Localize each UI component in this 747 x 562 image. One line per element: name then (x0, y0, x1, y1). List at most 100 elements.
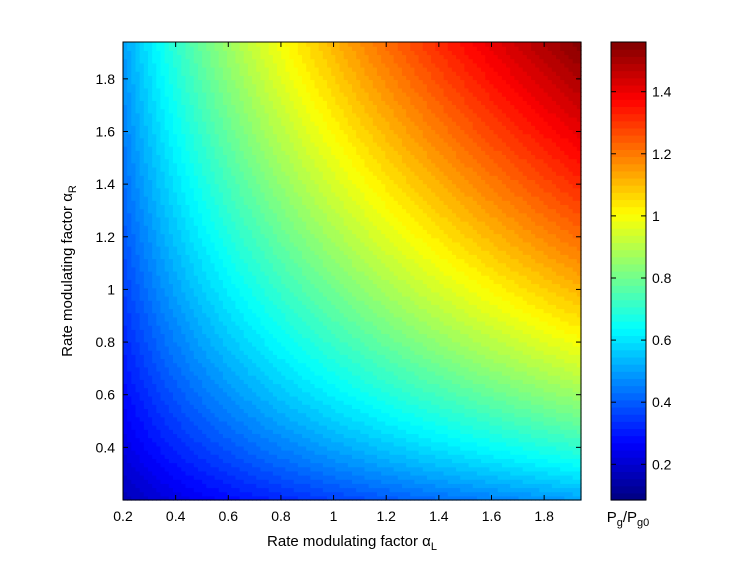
heatmap-cell (289, 121, 295, 126)
heatmap-cell (289, 445, 295, 451)
heatmap-cell (147, 320, 153, 326)
heatmap-cell (202, 416, 207, 422)
heatmap-cell (302, 129, 307, 135)
heatmap-cell (264, 62, 270, 68)
heatmap-cell (172, 379, 178, 385)
heatmap-cell (164, 441, 170, 447)
heatmap-cell (285, 283, 291, 289)
heatmap-cell (135, 212, 141, 218)
heatmap-cell (293, 179, 299, 185)
heatmap-cell (285, 445, 291, 451)
heatmap-cell (260, 437, 266, 443)
heatmap-cell (243, 479, 249, 484)
heatmap-cell (181, 171, 187, 176)
heatmap-cell (152, 154, 157, 160)
heatmap-cell (131, 71, 137, 76)
heatmap-cell (131, 441, 137, 447)
heatmap-cell (143, 196, 149, 201)
heatmap-cell (306, 121, 311, 126)
heatmap-cell (235, 83, 241, 89)
heatmap-cell (135, 304, 141, 310)
heatmap-cell (264, 158, 270, 164)
heatmap-cell (247, 283, 253, 289)
heatmap-cell (168, 204, 174, 210)
heatmap-cell (197, 291, 203, 297)
heatmap-cell (127, 350, 132, 355)
heatmap-cell (285, 491, 291, 497)
heatmap-cell (197, 58, 203, 64)
heatmap-cell (289, 254, 295, 260)
heatmap-cell (247, 141, 253, 147)
heatmap-cell (264, 370, 270, 376)
heatmap-cell (210, 300, 216, 305)
heatmap-cell (227, 491, 232, 497)
heatmap-cell (227, 362, 232, 368)
heatmap-cell (143, 316, 149, 322)
heatmap-cell (202, 266, 207, 272)
heatmap-cell (243, 400, 249, 405)
heatmap-cell (139, 121, 145, 126)
heatmap-cell (206, 325, 212, 330)
heatmap-cell (222, 200, 228, 205)
heatmap-cell (231, 491, 237, 497)
heatmap-cell (239, 308, 245, 314)
heatmap-cell (193, 87, 199, 93)
heatmap-cell (206, 175, 212, 180)
heatmap-cell (168, 395, 174, 401)
heatmap-cell (152, 329, 157, 335)
heatmap-cell (164, 208, 170, 214)
heatmap-cell (277, 433, 282, 439)
heatmap-cell (202, 466, 207, 472)
heatmap-cell (202, 275, 207, 280)
heatmap-cell (306, 445, 311, 451)
heatmap-cell (143, 308, 149, 314)
heatmap-cell (227, 196, 232, 201)
heatmap-cell (256, 191, 261, 197)
heatmap-cell (268, 62, 274, 68)
heatmap-cell (189, 450, 195, 455)
heatmap-cell (172, 283, 178, 289)
heatmap-cell (123, 62, 128, 68)
heatmap-cell (164, 87, 170, 93)
heatmap-cell (197, 71, 203, 76)
heatmap-cell (293, 454, 299, 459)
heatmap-cell (227, 96, 232, 101)
heatmap-cell (185, 83, 191, 89)
heatmap-cell (277, 108, 282, 114)
heatmap-cell (172, 66, 178, 72)
heatmap-cell (252, 345, 257, 351)
heatmap-cell (268, 470, 274, 476)
heatmap-cell (306, 462, 311, 468)
heatmap-cell (281, 337, 286, 343)
heatmap-cell (156, 212, 162, 218)
heatmap-cell (152, 491, 157, 497)
heatmap-cell (260, 479, 266, 484)
heatmap-cell (285, 87, 291, 93)
heatmap-cell (123, 100, 128, 106)
heatmap-cell (247, 295, 253, 301)
heatmap-cell (218, 362, 224, 368)
heatmap-cell (243, 229, 249, 235)
heatmap-cell (160, 458, 166, 464)
heatmap-cell (243, 141, 249, 147)
heatmap-cell (127, 470, 132, 476)
heatmap-cell (252, 208, 257, 214)
heatmap-cell (227, 246, 232, 251)
heatmap-cell (302, 362, 307, 368)
heatmap-cell (206, 254, 212, 260)
heatmap-cell (235, 445, 241, 451)
heatmap-cell (214, 495, 220, 501)
heatmap-cell (147, 104, 153, 110)
heatmap-cell (222, 75, 228, 81)
heatmap-cell (285, 466, 291, 472)
heatmap-cell (214, 216, 220, 222)
heatmap-cell (277, 329, 282, 335)
heatmap-cell (247, 158, 253, 164)
heatmap-cell (281, 420, 286, 426)
heatmap-cell (293, 300, 299, 305)
heatmap-cell (281, 150, 286, 156)
heatmap-cell (247, 179, 253, 185)
heatmap-cell (252, 133, 257, 139)
heatmap-cell (127, 358, 132, 364)
heatmap-cell (297, 316, 303, 322)
